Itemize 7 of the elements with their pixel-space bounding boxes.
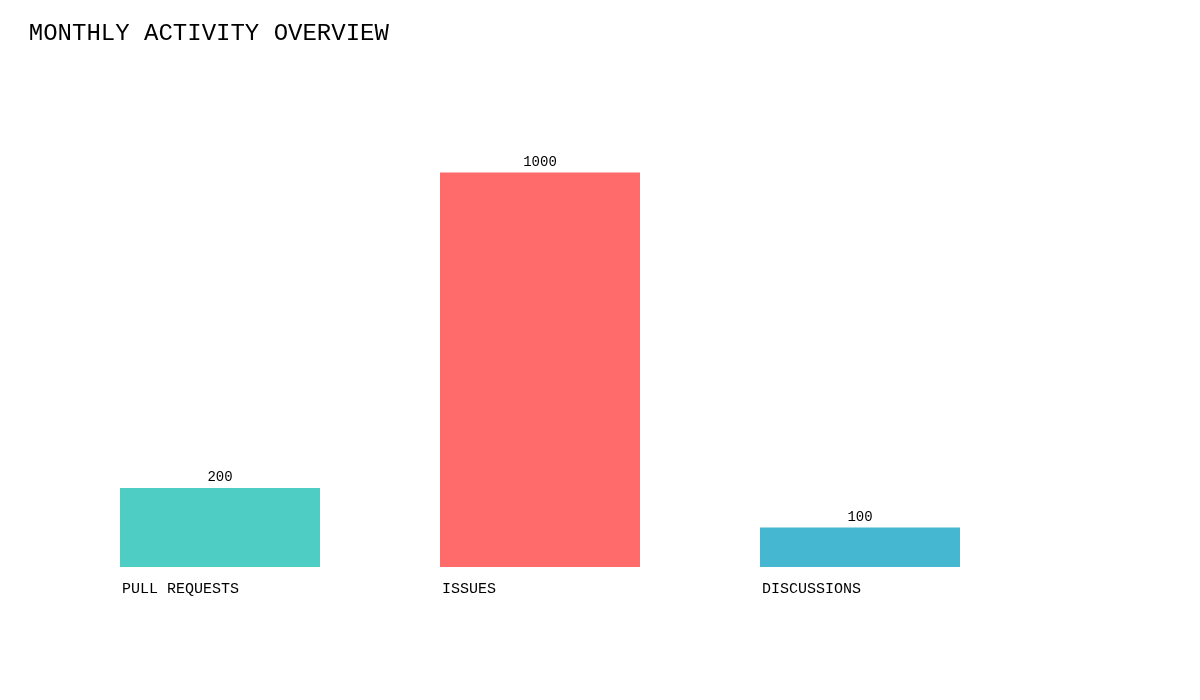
x-tick-label: ISSUES [442,581,497,598]
data-label: 200 [207,469,233,486]
x-tick-label: PULL REQUESTS [122,581,240,598]
data-label: 1000 [523,153,557,170]
data-label: 100 [847,508,873,525]
x-tick-label: DISCUSSIONS [762,581,862,598]
chart-title: MONTHLY ACTIVITY OVERVIEW [28,19,390,47]
